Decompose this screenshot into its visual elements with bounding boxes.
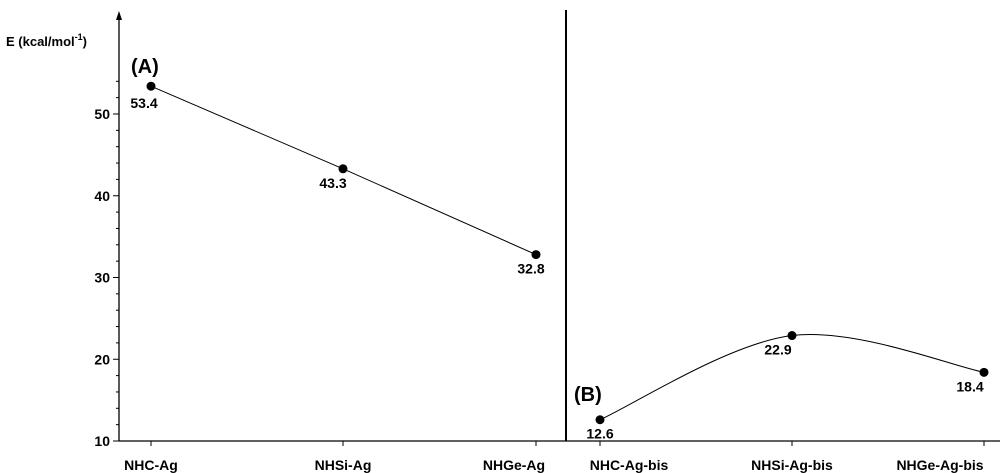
y-tick-label: 40 — [94, 188, 110, 204]
x-tick-label: NHGe-Ag — [483, 457, 545, 473]
data-point — [531, 250, 541, 260]
y-ticks: 10 20 30 40 50 — [94, 80, 119, 449]
data-label: 22.9 — [764, 342, 791, 358]
y-tick-label: 30 — [94, 270, 110, 286]
y-tick-label: 50 — [94, 106, 110, 122]
y-axis-label-superscript: -1 — [75, 32, 83, 42]
x-tick-label: NHC-Ag — [124, 457, 178, 473]
data-label: 32.8 — [517, 261, 544, 277]
x-tick-label: NHGe-Ag-bis — [896, 457, 983, 473]
y-axis-label-main: E (kcal/mol — [6, 34, 75, 49]
y-axis-arrow — [116, 11, 122, 20]
y-tick-label: 10 — [94, 433, 110, 449]
data-label: 53.4 — [130, 95, 157, 111]
x-tick-label: NHSi-Ag — [315, 457, 372, 473]
panel-label: (A) — [131, 56, 159, 78]
data-point — [979, 367, 989, 377]
data-point — [787, 331, 797, 341]
y-tick-label: 20 — [94, 351, 110, 367]
data-label: 18.4 — [956, 378, 983, 394]
y-axis-label-close: ) — [83, 34, 87, 49]
series: 53.4 43.3 32.8 (A) 12.6 22.9 18.4 (B) — [130, 56, 989, 442]
data-label: 43.3 — [319, 175, 346, 191]
data-point — [338, 164, 348, 174]
y-axis-label: E (kcal/mol-1) — [6, 32, 87, 49]
panel-label: (B) — [574, 384, 602, 406]
x-tick-label: NHSi-Ag-bis — [751, 457, 833, 473]
data-label: 12.6 — [586, 426, 613, 442]
series-line — [599, 334, 985, 421]
data-point — [595, 415, 605, 425]
category-labels: NHC-Ag NHSi-Ag NHGe-Ag NHC-Ag-bis NHSi-Ag-bi… — [124, 441, 985, 473]
data-point — [146, 81, 156, 91]
axes — [116, 10, 1000, 442]
x-tick-label: NHC-Ag-bis — [590, 457, 669, 473]
